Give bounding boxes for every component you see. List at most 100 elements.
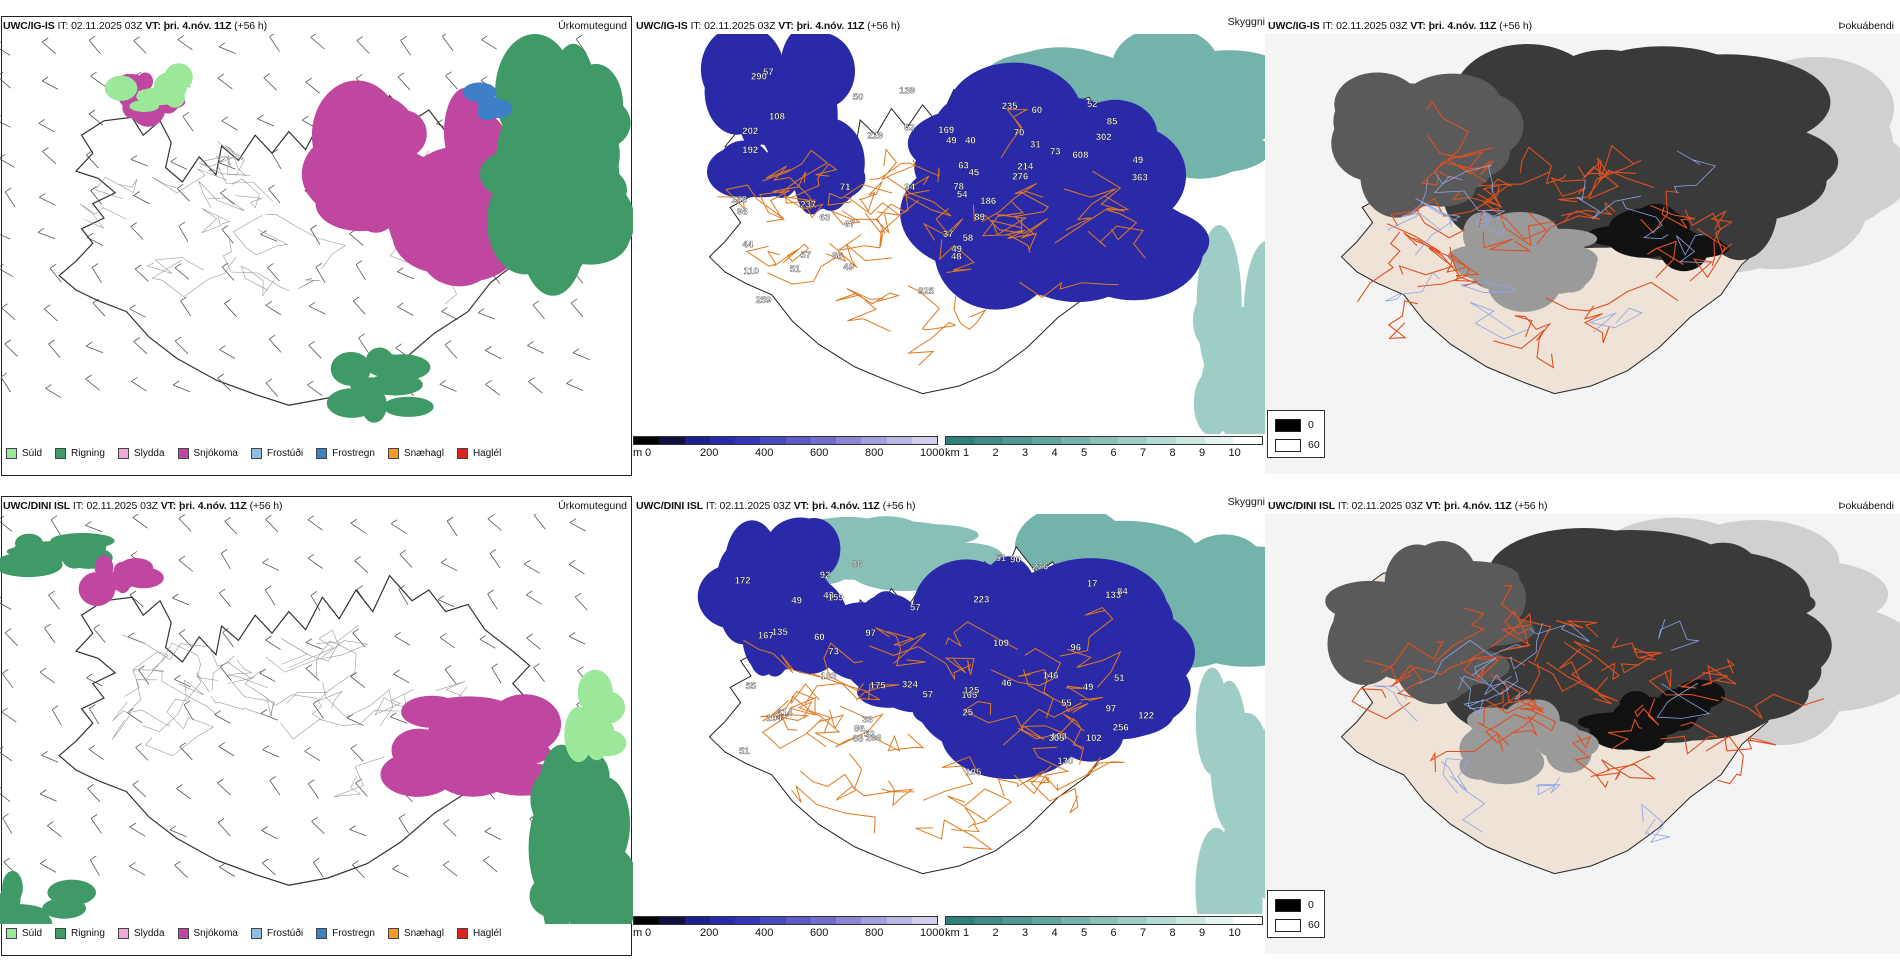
legend-label: Rigning bbox=[71, 928, 105, 939]
ceiling-label: 130 bbox=[1057, 756, 1073, 767]
ceiling-label: 49 bbox=[946, 135, 957, 146]
visibility-map[interactable]: 133 135 33 51 49 25 51 46 57 97 105 90 96 88 51 60 57 49 5… bbox=[633, 514, 1265, 914]
init-time-label: IT: bbox=[1322, 20, 1334, 32]
ceiling-label: 46 bbox=[1001, 678, 1012, 689]
ceiling-label: 104 bbox=[766, 713, 783, 724]
ceiling-label: 78 bbox=[953, 182, 964, 193]
colorbar-bin bbox=[886, 917, 912, 924]
visibility-colorbar-strip bbox=[945, 436, 1263, 445]
fog-map[interactable] bbox=[1265, 34, 1900, 474]
ceiling-label: 67 bbox=[844, 219, 855, 230]
legend-item: Frostúði bbox=[250, 448, 304, 459]
ceiling-tick: 1000 bbox=[920, 447, 945, 459]
ceiling-label: 133 bbox=[1105, 590, 1121, 601]
colorbar-bin bbox=[785, 437, 811, 444]
valid-time-label: VT: bbox=[160, 500, 177, 512]
legend-label: Frostregn bbox=[332, 928, 375, 939]
colorbar-bin bbox=[974, 917, 1004, 924]
init-time: 02.11.2025 03Z bbox=[1351, 500, 1423, 512]
ceiling-label: 125 bbox=[963, 685, 980, 696]
valid-time: þri. 4.nóv. 11Z bbox=[163, 20, 232, 32]
ceiling-label: 55 bbox=[746, 681, 757, 692]
ceiling-tick: 0 bbox=[645, 447, 652, 459]
ceiling-label: 167 bbox=[758, 630, 774, 641]
ceiling-label: 57 bbox=[910, 603, 921, 614]
init-time-label: IT: bbox=[57, 20, 69, 32]
visibility-map[interactable]: 45 52 31 44 50 57 71 49 67 73 63 85 51 89 78 94 148 70 57 6… bbox=[633, 34, 1265, 434]
precip-map[interactable] bbox=[0, 514, 633, 924]
legend-item: Haglél bbox=[456, 928, 501, 939]
colorbar-bin bbox=[785, 917, 811, 924]
ceiling-label: 63 bbox=[958, 161, 969, 172]
map-title: UWC/IG-IS IT: 02.11.2025 03Z VT: þri. 4.… bbox=[1268, 20, 1532, 32]
forecast-row-1: UWC/IG-IS IT: 02.11.2025 03Z VT: þri. 4.… bbox=[0, 12, 1900, 480]
visibility-tick: 4 bbox=[1051, 447, 1058, 459]
colorbar-bin bbox=[1204, 437, 1234, 444]
ceiling-tick: 800 bbox=[865, 447, 884, 459]
fog-map[interactable] bbox=[1265, 514, 1900, 954]
colorbar-bin bbox=[1060, 917, 1090, 924]
ceiling-tick: 0 bbox=[645, 927, 652, 939]
legend-swatch bbox=[177, 448, 189, 459]
init-time-label: IT: bbox=[690, 20, 702, 32]
visibility-tick: 1 bbox=[963, 927, 970, 939]
colorbar-bin bbox=[861, 917, 887, 924]
colorbar-bin bbox=[836, 437, 862, 444]
legend-label: Frostúði bbox=[266, 448, 304, 459]
fog-area-west bbox=[1331, 72, 1524, 218]
colorbar-bin bbox=[911, 917, 937, 924]
ceiling-unit: m bbox=[633, 447, 643, 459]
ceiling-label: 146 bbox=[1043, 670, 1059, 681]
legend-label: Súld bbox=[22, 448, 43, 459]
ceiling-label: 60 bbox=[814, 632, 825, 643]
visibility-tick: 8 bbox=[1169, 447, 1176, 459]
ceiling-label: 90 bbox=[1010, 554, 1021, 565]
ceiling-label: 40 bbox=[965, 136, 976, 147]
fog-legend-swatch bbox=[1275, 919, 1301, 932]
ceiling-tick: 1000 bbox=[920, 927, 945, 939]
snow-area-nw bbox=[78, 555, 164, 606]
map-title: UWC/DINI ISL IT: 02.11.2025 03Z VT: þri.… bbox=[1268, 500, 1548, 512]
ceiling-label: 54 bbox=[957, 190, 968, 201]
colorbar-bin bbox=[886, 437, 912, 444]
colorbar-bin bbox=[1147, 917, 1176, 924]
colorbar-bin bbox=[1032, 917, 1061, 924]
legend-item: Snæhagl bbox=[387, 928, 444, 939]
ceiling-label: 33 bbox=[862, 715, 873, 726]
rain-area bbox=[479, 34, 633, 296]
visibility-colorbar: km 1 2 3 4 5 6 7 8 9 10 bbox=[945, 916, 1263, 940]
colorbar-bin bbox=[1089, 437, 1119, 444]
legend-item: Snjókoma bbox=[177, 448, 238, 459]
ceiling-label: 52 bbox=[1087, 99, 1098, 110]
legend-label: Snæhagl bbox=[403, 448, 444, 459]
ceiling-label: 25 bbox=[963, 708, 974, 719]
rain-area-south bbox=[326, 347, 434, 423]
ceiling-label: 139 bbox=[899, 86, 915, 97]
road-network bbox=[1357, 100, 1733, 369]
product-name: Úrkomutegund bbox=[558, 20, 627, 32]
rain-area-nw bbox=[0, 533, 115, 578]
freezing-rain-area bbox=[462, 82, 513, 121]
ceiling-label: 86 bbox=[832, 251, 843, 262]
valid-time: þri. 4.nóv. 11Z bbox=[179, 500, 247, 512]
legend-swatch bbox=[55, 928, 67, 939]
drizzle-area bbox=[104, 63, 193, 112]
init-time: 02.11.2025 03Z bbox=[719, 500, 791, 512]
visibility-tick: 5 bbox=[1081, 447, 1088, 459]
visibility-tick: 9 bbox=[1199, 927, 1206, 939]
ceiling-label: 165 bbox=[961, 690, 978, 701]
ceiling-label: 290 bbox=[751, 72, 767, 83]
ceiling-label: 96 bbox=[1071, 642, 1082, 653]
model-name: UWC/IG-IS bbox=[3, 20, 55, 32]
colorbar-bin bbox=[634, 437, 660, 444]
visibility-tick: 1 bbox=[963, 447, 970, 459]
colorbar-bin bbox=[1118, 437, 1148, 444]
precip-map[interactable] bbox=[0, 34, 633, 444]
fog-legend: 0 60 bbox=[1267, 410, 1325, 458]
ceiling-label: 276 bbox=[1012, 171, 1028, 182]
ceiling-label: 60 bbox=[1032, 105, 1043, 116]
road-network bbox=[742, 606, 1125, 850]
colorbar-bin bbox=[760, 437, 786, 444]
map-title: UWC/DINI ISL IT: 02.11.2025 03Z VT: þri.… bbox=[636, 500, 916, 512]
ceiling-label: 50 bbox=[853, 92, 864, 103]
